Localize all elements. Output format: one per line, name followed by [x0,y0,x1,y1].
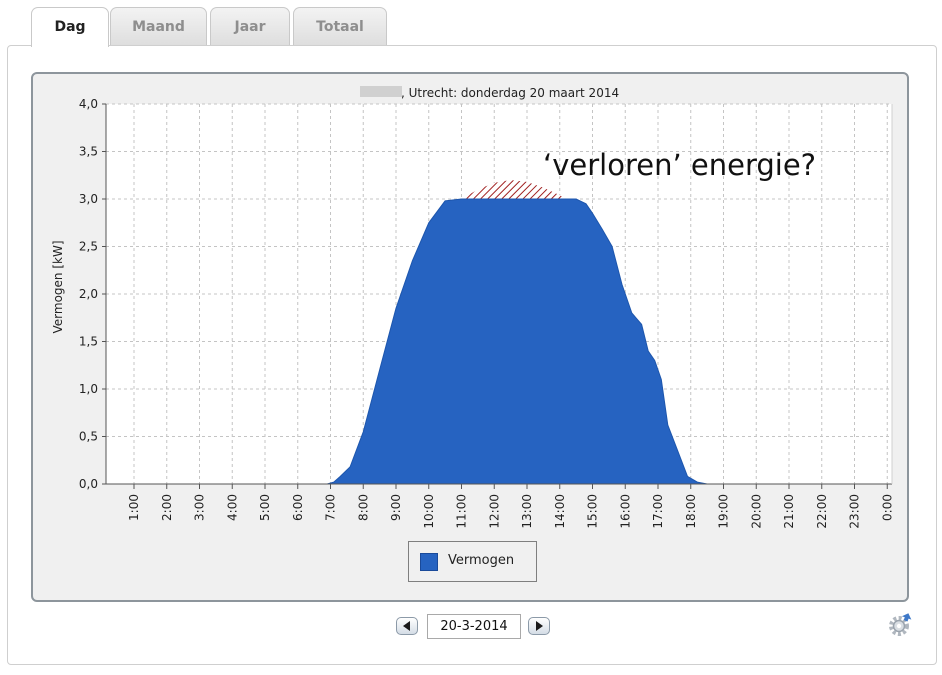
x-tick-label: 6:00 [291,494,305,521]
y-tick-label: 0,0 [79,477,98,491]
x-tick-label: 17:00 [651,494,665,529]
gear-icon[interactable] [886,612,914,638]
x-tick-label: 13:00 [520,494,534,529]
x-tick-label: 3:00 [193,494,207,521]
y-tick-label: 1,5 [79,335,98,349]
x-tick-label: 21:00 [782,494,796,529]
x-tick-label: 2:00 [160,494,174,521]
y-tick-label: 3,5 [79,145,98,159]
y-tick-label: 2,0 [79,287,98,301]
x-tick-label: 9:00 [389,494,403,521]
x-tick-label: 12:00 [487,494,501,529]
lost-energy-annotation: ‘verloren’ energie? [543,148,817,182]
x-tick-label: 4:00 [225,494,239,521]
y-tick-label: 3,0 [79,192,98,206]
triangle-right-icon [536,621,543,631]
x-tick-label: 18:00 [684,494,698,529]
x-tick-label: 15:00 [586,494,600,529]
tab-totaal[interactable]: Totaal [293,7,387,45]
prev-date-button[interactable] [396,617,418,635]
x-tick-label: 5:00 [258,494,272,521]
x-tick-label: 14:00 [553,494,567,529]
tab-jaar[interactable]: Jaar [210,7,290,45]
x-tick-label: 0:00 [880,494,894,521]
y-axis-label: Vermogen [kW] [51,240,65,333]
y-tick-label: 0,5 [79,430,98,444]
x-tick-label: 16:00 [618,494,632,529]
chart-title-group: , Utrecht: donderdag 20 maart 2014 [360,86,619,100]
x-tick-label: 7:00 [324,494,338,521]
series-vermogen-area [106,198,888,485]
x-tick-label: 19:00 [717,494,731,529]
x-tick-label: 23:00 [848,494,862,529]
x-tick-label: 8:00 [356,494,370,521]
x-tick-label: 10:00 [422,494,436,529]
blurred-location [360,86,402,97]
y-axis-ticks: 0,0 0,5 1,0 1,5 2,0 2,5 3,0 3,5 4,0 [79,97,106,491]
tab-maand[interactable]: Maand [110,7,207,45]
x-tick-label: 1:00 [127,494,141,521]
x-tick-label: 11:00 [455,494,469,529]
legend-label-vermogen: Vermogen [448,553,515,568]
x-tick-label: 22:00 [815,494,829,529]
x-tick-label: 20:00 [749,494,763,529]
lost-energy-area [461,180,567,199]
date-field[interactable] [427,614,521,639]
legend-swatch-vermogen [420,553,438,571]
chart-legend: Vermogen [408,541,537,582]
triangle-left-icon [403,621,410,631]
tab-dag[interactable]: Dag [31,7,109,47]
y-tick-label: 4,0 [79,97,98,111]
y-tick-label: 1,0 [79,382,98,396]
y-tick-label: 2,5 [79,240,98,254]
chart-title: , Utrecht: donderdag 20 maart 2014 [401,86,619,100]
next-date-button[interactable] [528,617,550,635]
x-axis-ticks: 1:00 2:00 3:00 4:00 5:00 6:00 7:00 8:00 9:00 10:0… [127,484,894,529]
